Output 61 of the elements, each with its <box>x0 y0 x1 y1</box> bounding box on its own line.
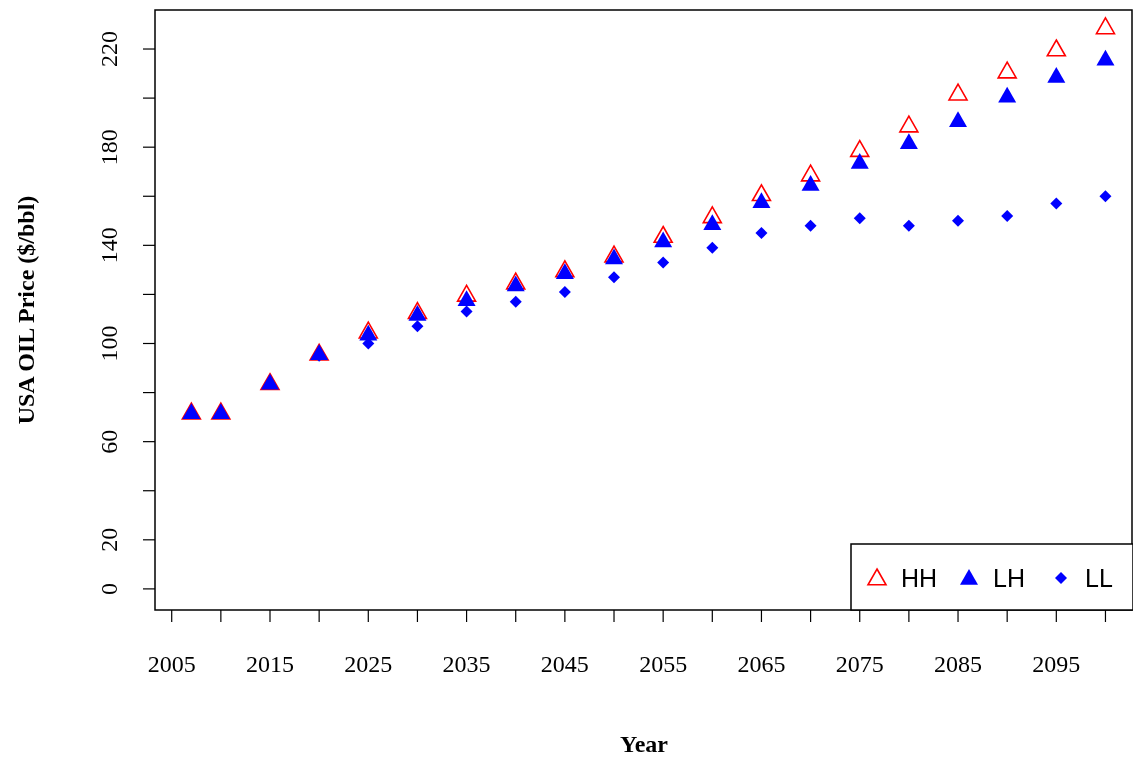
point <box>1001 209 1014 222</box>
point <box>509 295 522 308</box>
point <box>654 231 673 248</box>
point <box>804 219 817 232</box>
y-tick-label: 20 <box>96 527 122 552</box>
point <box>608 271 621 284</box>
point <box>456 284 477 302</box>
point <box>751 184 772 202</box>
point <box>1046 39 1067 57</box>
point <box>949 111 968 127</box>
point <box>1095 17 1116 35</box>
point <box>801 174 820 191</box>
y-tick-label: 60 <box>96 429 122 454</box>
x-tick-label: 2005 <box>147 651 196 677</box>
point <box>853 212 866 225</box>
point <box>849 139 870 158</box>
y-tick-label: 220 <box>96 31 122 68</box>
point <box>902 219 915 232</box>
y-tick-label: 180 <box>96 129 122 166</box>
point <box>407 301 428 320</box>
point <box>752 192 771 208</box>
point <box>899 115 919 133</box>
point <box>558 285 571 298</box>
x-tick-label: 2045 <box>540 651 589 677</box>
point <box>1096 49 1115 66</box>
point <box>1099 190 1112 203</box>
legend-label: LL <box>1085 564 1113 592</box>
x-tick-label: 2035 <box>442 651 491 677</box>
x-tick-label: 2025 <box>344 651 393 677</box>
point <box>657 256 670 269</box>
point <box>706 241 719 254</box>
point <box>952 214 965 227</box>
y-tick-label: 140 <box>96 227 122 264</box>
point <box>460 305 473 318</box>
point <box>653 225 673 244</box>
y-tick-label: 0 <box>96 582 122 595</box>
point <box>850 152 869 169</box>
x-tick-label: 2095 <box>1032 651 1081 677</box>
point <box>755 227 768 240</box>
x-axis-title: Year <box>620 731 669 757</box>
legend-label: HH <box>901 564 938 592</box>
point <box>408 305 427 321</box>
point <box>1047 67 1066 83</box>
y-axis-title: USA OIL Price ($/bbl) <box>13 195 39 425</box>
point <box>800 164 821 182</box>
x-tick-label: 2085 <box>934 651 983 677</box>
x-tick-label: 2015 <box>246 651 294 677</box>
x-tick-label: 2075 <box>835 651 884 677</box>
legend-label: LH <box>993 564 1025 592</box>
point <box>997 61 1017 79</box>
point <box>411 320 424 333</box>
point <box>703 214 722 230</box>
point <box>457 290 476 307</box>
point <box>1050 197 1063 210</box>
y-tick-label: 100 <box>96 325 122 362</box>
x-tick-label: 2065 <box>737 651 786 677</box>
point <box>998 86 1017 103</box>
x-tick-label: 2055 <box>639 651 688 677</box>
point <box>899 133 918 150</box>
point <box>948 83 968 101</box>
point <box>702 206 723 224</box>
